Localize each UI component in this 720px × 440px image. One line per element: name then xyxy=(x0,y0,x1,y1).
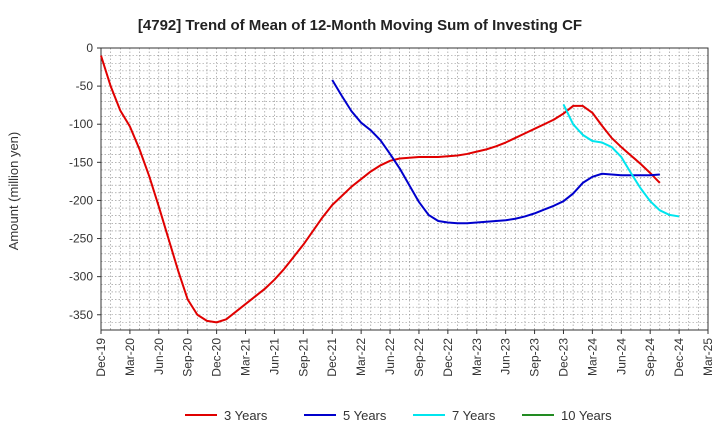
y-tick-label: -100 xyxy=(69,117,93,131)
y-tick-label: -150 xyxy=(69,155,93,169)
x-tick-label: Mar-25 xyxy=(701,338,715,376)
legend-label-3-years: 3 Years xyxy=(224,408,268,423)
x-tick-label: Jun-21 xyxy=(267,338,281,375)
x-tick-label: Jun-22 xyxy=(383,338,397,375)
y-tick-label: -300 xyxy=(69,270,93,284)
x-tick-label: Dec-21 xyxy=(325,338,339,377)
y-tick-label: -200 xyxy=(69,193,93,207)
plot-background xyxy=(101,48,708,330)
x-tick-label: Mar-21 xyxy=(239,338,253,376)
y-tick-label: 0 xyxy=(86,41,93,55)
x-tick-label: Mar-24 xyxy=(585,338,599,376)
x-tick-label: Dec-19 xyxy=(94,338,108,377)
legend-label-7-years: 7 Years xyxy=(452,408,496,423)
legend-label-10-years: 10 Years xyxy=(561,408,612,423)
x-tick-label: Dec-22 xyxy=(441,338,455,377)
x-tick-label: Sep-22 xyxy=(412,338,426,377)
x-tick-label: Dec-24 xyxy=(672,338,686,377)
x-tick-label: Dec-23 xyxy=(556,338,570,377)
x-tick-label: Jun-20 xyxy=(152,338,166,375)
x-tick-label: Jun-23 xyxy=(499,338,513,375)
chart-title: [4792] Trend of Mean of 12-Month Moving … xyxy=(138,17,582,34)
legend-label-5-years: 5 Years xyxy=(343,408,387,423)
series-line-7-years xyxy=(562,103,680,218)
x-tick-label: Sep-24 xyxy=(643,338,657,377)
x-tick-label: Sep-20 xyxy=(181,338,195,377)
x-tick-label: Mar-23 xyxy=(470,338,484,376)
x-tick-label: Mar-20 xyxy=(123,338,137,376)
series-line-5-years xyxy=(331,79,660,225)
x-tick-label: Sep-23 xyxy=(528,338,542,377)
x-tick-label: Dec-20 xyxy=(210,338,224,377)
y-tick-label: -50 xyxy=(76,79,94,93)
legend: 3 Years 5 Years 7 Years 10 Years xyxy=(185,408,612,423)
x-tick-label: Mar-22 xyxy=(354,338,368,376)
x-tick-label: Jun-24 xyxy=(614,338,628,375)
x-tick-label: Sep-21 xyxy=(296,338,310,377)
plot-border xyxy=(100,47,709,331)
plot-area: 0 -50 -100 -150 -200 -250 -300 -350 Dec-19 Mar-20… xyxy=(69,41,715,377)
y-axis-label: Amount (million yen) xyxy=(6,132,21,251)
y-tick-label: -250 xyxy=(69,232,93,246)
y-tick-label: -350 xyxy=(69,308,93,322)
